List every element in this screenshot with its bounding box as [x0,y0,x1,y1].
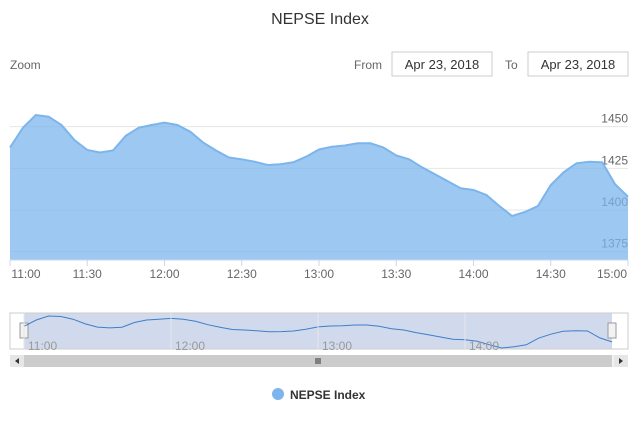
to-label: To [505,58,518,72]
navigator-handle[interactable] [607,322,617,339]
x-tick-label: 12:00 [149,267,179,281]
zoom-label: Zoom [10,58,41,72]
y-tick-label: 1450 [601,112,628,126]
scrollbar-grip [315,358,321,364]
navigator-tick-label: 13:00 [322,339,352,353]
x-tick-label: 12:30 [227,267,257,281]
area [10,115,628,260]
x-tick-label: 11:00 [11,267,40,281]
legend-marker[interactable] [272,388,284,400]
navigator-outline [9,312,629,350]
scrollbar-arrow [619,358,623,364]
from-input[interactable] [391,51,493,77]
x-tick-label: 15:00 [597,267,627,281]
to-input[interactable] [527,51,629,77]
x-tick-label: 14:00 [458,267,488,281]
navigator-tick-label: 12:00 [175,339,205,353]
chart-title: NEPSE Index [271,11,369,28]
x-tick-label: 14:30 [536,267,566,281]
x-tick-label: 11:30 [73,267,102,281]
to-date[interactable]: Apr 23, 2018 [541,57,615,72]
navigator-tick-label: 11:00 [28,339,57,353]
scrollbar-arrow [15,358,19,364]
from-label: From [354,58,382,72]
y-tick-label: 1425 [601,153,628,167]
from-date[interactable]: Apr 23, 2018 [405,57,479,72]
line [9,113,629,218]
navigator-tick-label: 14:00 [469,339,499,353]
x-tick-label: 13:00 [304,267,334,281]
legend-label[interactable]: NEPSE Index [290,388,366,402]
x-tick-label: 13:30 [381,267,411,281]
